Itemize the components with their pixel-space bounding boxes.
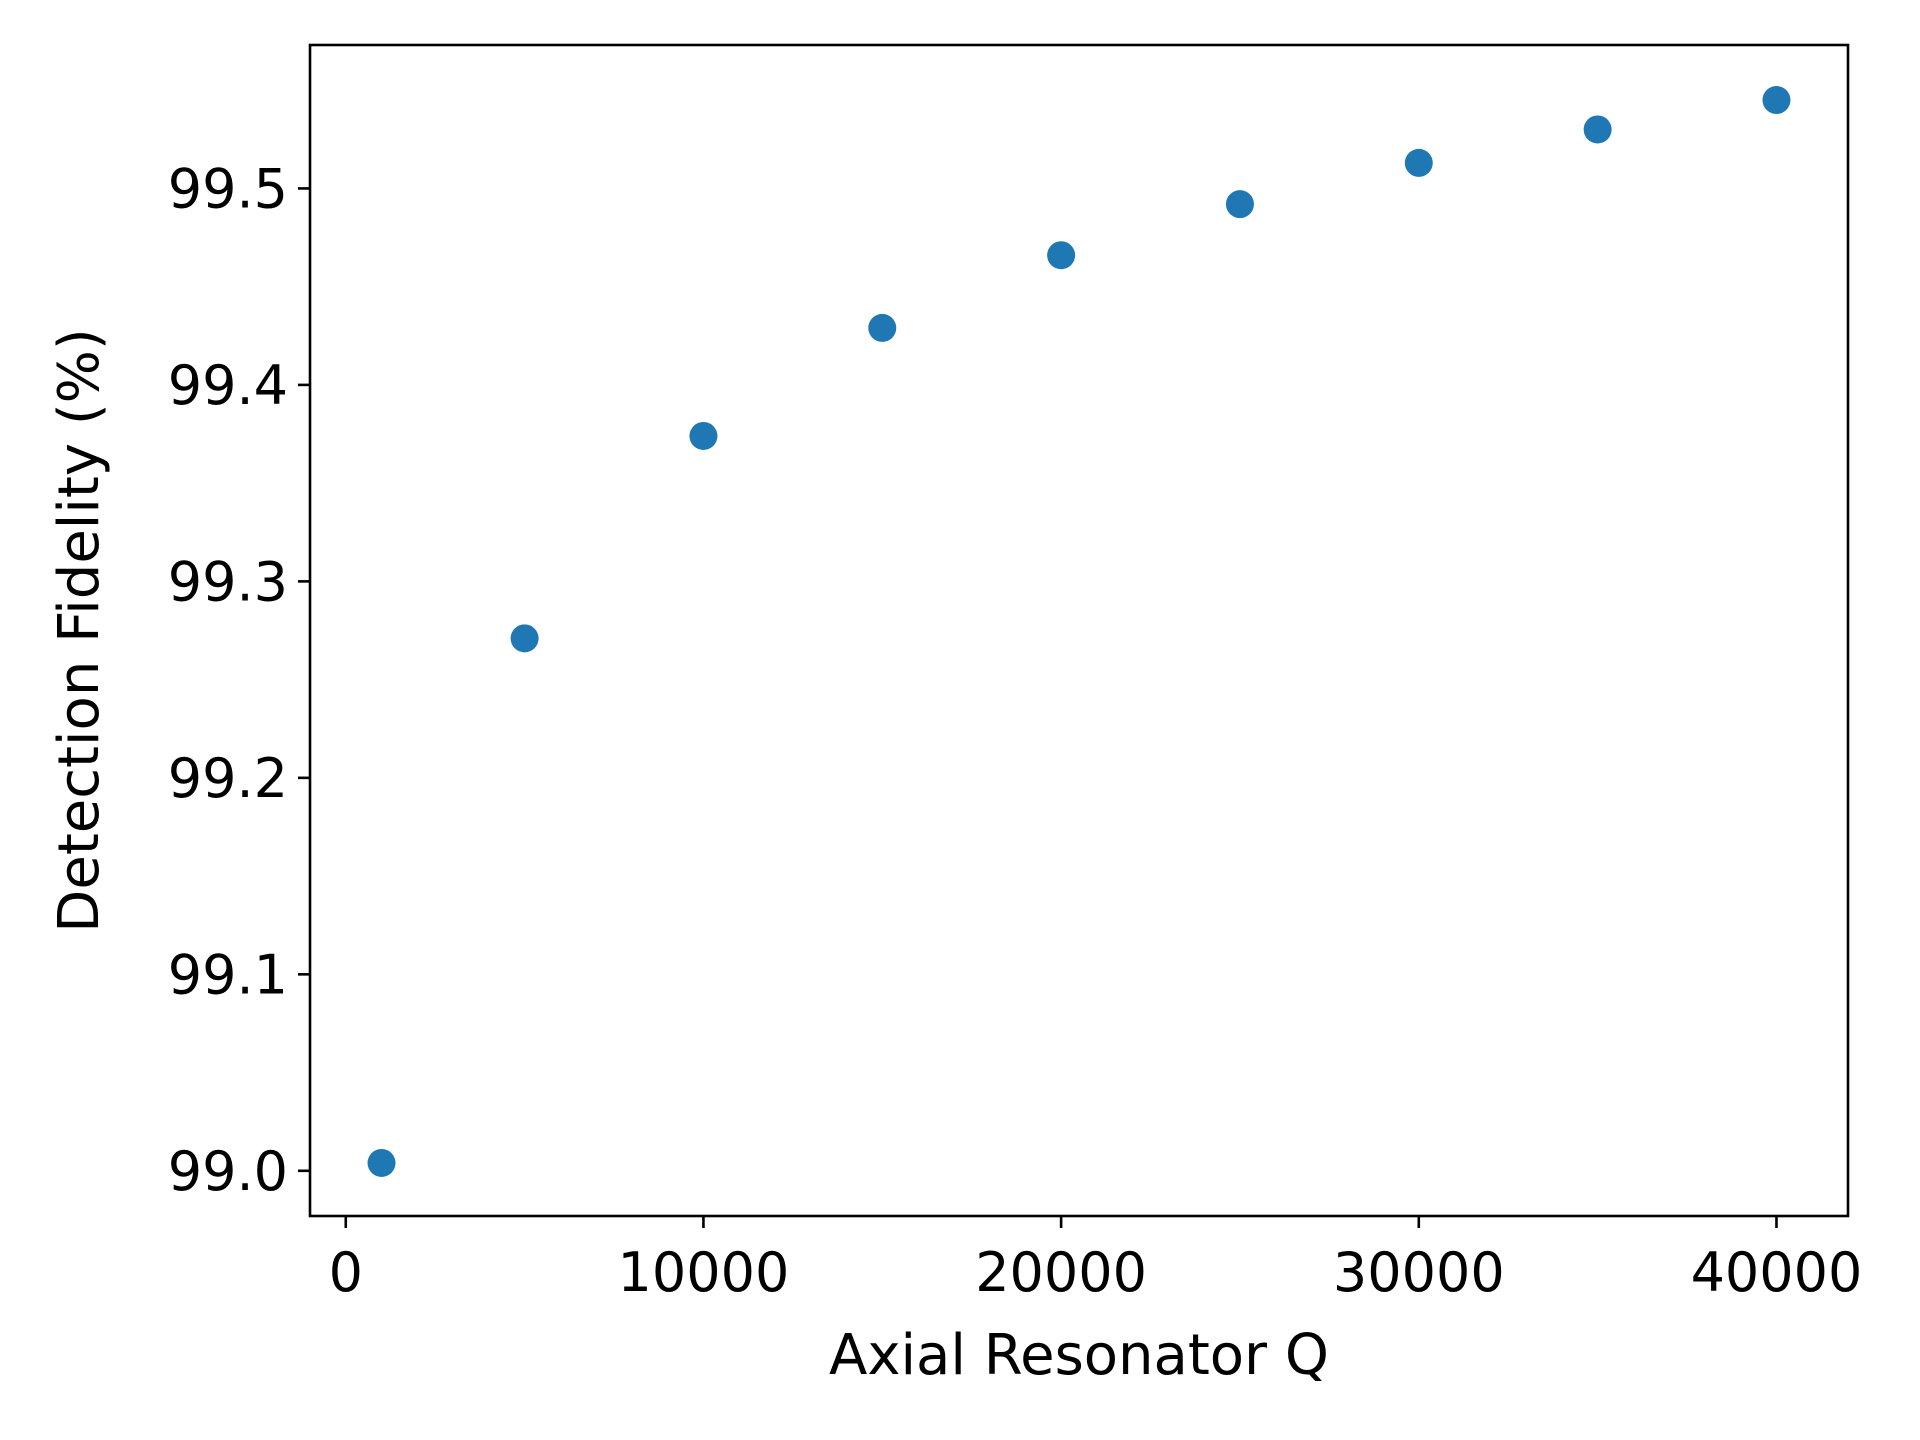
data-point [1225,190,1254,219]
data-point [1762,86,1791,115]
y-tick-label: 99.1 [168,943,288,1006]
y-tick-label: 99.4 [168,354,288,417]
y-tick-label: 99.3 [168,550,288,613]
data-point [367,1148,396,1177]
y-axis-label: Detection Fidelity (%) [47,328,112,932]
data-point [1583,115,1612,144]
data-point [868,313,897,342]
data-point [1404,148,1433,177]
x-tick-label: 20000 [975,1241,1147,1304]
data-points [367,86,1791,1177]
x-tick-label: 0 [329,1241,363,1304]
x-axis-label: Axial Resonator Q [829,1323,1329,1388]
x-tick-label: 30000 [1333,1241,1505,1304]
x-tick-label: 10000 [618,1241,790,1304]
axis-ticks: 0 10000 20000 30000 40000 99.0 99.1 99.2 99.3 99.… [168,157,1863,1304]
data-point [510,624,539,653]
y-tick-label: 99.2 [168,747,288,810]
plot-frame [308,43,1850,1218]
y-tick-label: 99.0 [168,1140,288,1203]
y-tick-label: 99.5 [168,157,288,220]
x-tick-label: 40000 [1691,1241,1863,1304]
data-point [689,421,718,450]
data-point [1047,241,1076,270]
